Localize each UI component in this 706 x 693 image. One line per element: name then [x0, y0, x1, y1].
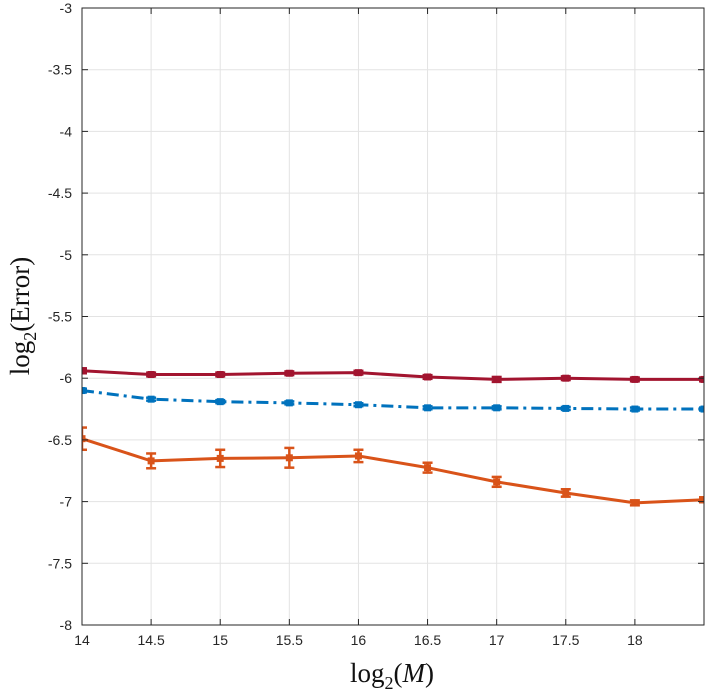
data-point-marker	[700, 375, 704, 383]
x-axis-title: log2(M)	[350, 658, 434, 693]
y-tick-label: -7.5	[48, 555, 72, 571]
data-point-marker	[147, 457, 155, 465]
data-point-marker	[424, 464, 432, 472]
x-tick-label: 14.5	[137, 632, 164, 648]
x-axis-ticks: 14 14.5 15 15.5 16 16.5 17 17.5 18	[74, 8, 643, 648]
x-tick-label: 17.5	[552, 632, 579, 648]
y-tick-label: -6	[60, 370, 73, 386]
data-point-marker	[424, 373, 432, 381]
data-point-marker	[354, 452, 362, 460]
x-tick-label: 14	[74, 632, 90, 648]
data-point-marker	[700, 496, 704, 504]
y-tick-label: -4	[60, 123, 73, 139]
data-point-marker	[147, 370, 155, 378]
series-orange-errorbars	[82, 426, 704, 507]
data-point-marker	[562, 404, 570, 412]
x-tick-label: 16	[351, 632, 367, 648]
x-tick-label: 15.5	[276, 632, 303, 648]
data-point-marker	[285, 399, 293, 407]
series-orange-errorbars-line	[82, 437, 704, 505]
data-point-marker	[354, 369, 362, 377]
data-point-marker	[631, 499, 639, 507]
data-point-marker	[493, 375, 501, 383]
y-axis-ticks: -3 -3.5 -4 -4.5 -5 -5.5 -6 -6.5 -7 -7.5 -8	[48, 0, 704, 633]
data-point-marker	[700, 405, 704, 413]
data-point-marker	[147, 395, 155, 403]
data-point-marker	[285, 369, 293, 377]
y-tick-label: -6.5	[48, 432, 72, 448]
data-point-marker	[82, 367, 86, 375]
data-point-marker	[424, 404, 432, 412]
y-tick-label: -4.5	[48, 185, 72, 201]
x-tick-label: 17	[489, 632, 505, 648]
data-point-marker	[493, 404, 501, 412]
x-tick-label: 15	[212, 632, 228, 648]
x-tick-label: 16.5	[414, 632, 441, 648]
series-layer	[82, 367, 704, 507]
y-axis-title: log2(Error)	[5, 257, 40, 375]
data-point-marker	[354, 401, 362, 409]
data-point-marker	[216, 454, 224, 462]
series-dark-red-line	[82, 369, 704, 381]
data-point-marker	[82, 435, 86, 443]
data-point-marker	[285, 454, 293, 462]
data-point-marker	[493, 478, 501, 486]
series-blue-dashdot-line	[82, 389, 704, 411]
data-point-marker	[82, 387, 86, 395]
series-dark-red	[82, 367, 704, 384]
series-blue-dashdot	[82, 387, 704, 413]
data-point-marker	[562, 374, 570, 382]
y-tick-label: -5.5	[48, 309, 72, 325]
data-point-marker	[631, 405, 639, 413]
data-point-marker	[216, 370, 224, 378]
data-point-marker	[216, 398, 224, 406]
data-point-marker	[562, 489, 570, 497]
x-tick-label: 18	[627, 632, 643, 648]
y-tick-label: -3.5	[48, 62, 72, 78]
data-point-marker	[631, 375, 639, 383]
y-tick-label: -5	[60, 247, 73, 263]
y-tick-label: -8	[60, 617, 73, 633]
y-tick-label: -3	[60, 0, 73, 16]
y-tick-label: -7	[60, 494, 73, 510]
